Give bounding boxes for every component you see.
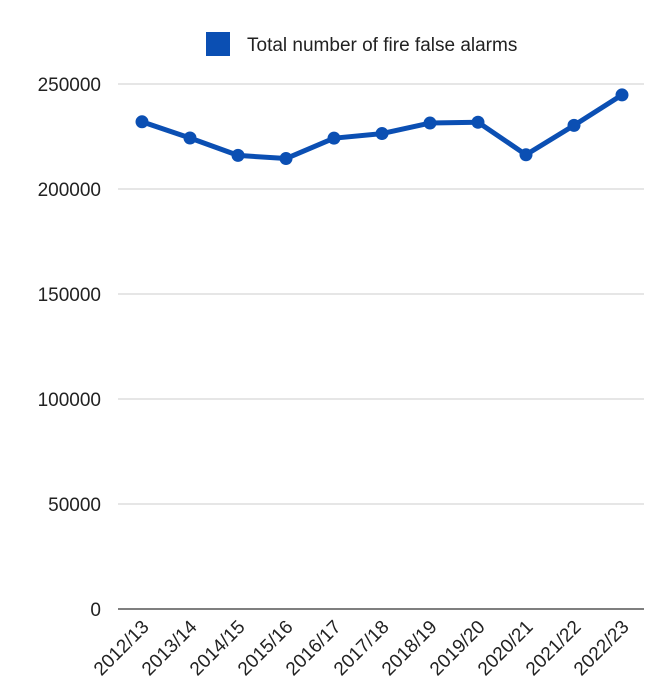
data-point bbox=[471, 115, 485, 129]
data-point bbox=[231, 148, 245, 162]
y-tick-label: 200000 bbox=[38, 180, 101, 201]
data-point bbox=[615, 88, 629, 102]
series-group bbox=[135, 88, 629, 166]
y-tick-label: 100000 bbox=[38, 390, 101, 411]
data-point bbox=[567, 118, 581, 132]
x-axis-tick-labels: 2012/132013/142014/152015/162016/172017/… bbox=[90, 616, 633, 680]
y-tick-label: 50000 bbox=[48, 495, 101, 516]
y-tick-label: 250000 bbox=[38, 75, 101, 96]
data-point bbox=[519, 148, 533, 162]
data-point bbox=[135, 115, 149, 129]
data-point bbox=[423, 116, 437, 130]
data-point bbox=[327, 131, 341, 145]
legend-label: Total number of fire false alarms bbox=[247, 35, 517, 56]
legend: Total number of fire false alarms bbox=[206, 32, 517, 56]
y-tick-label: 150000 bbox=[38, 285, 101, 306]
legend-swatch bbox=[206, 32, 230, 56]
y-tick-label: 0 bbox=[90, 600, 101, 621]
series-line bbox=[139, 92, 625, 162]
y-axis-tick-labels: 0 50000 100000 150000 200000 250000 bbox=[38, 75, 101, 621]
data-point bbox=[375, 127, 389, 141]
data-point bbox=[279, 152, 293, 166]
gridlines bbox=[118, 83, 644, 610]
data-point bbox=[183, 131, 197, 145]
